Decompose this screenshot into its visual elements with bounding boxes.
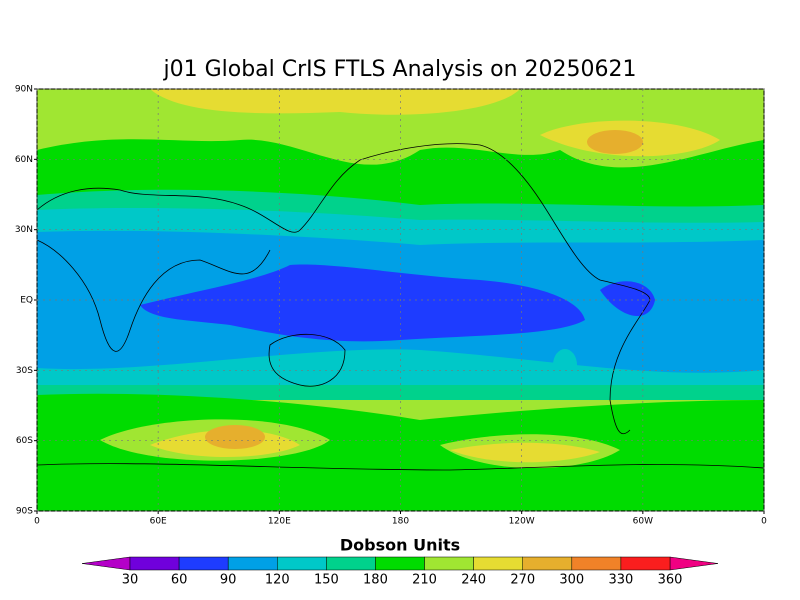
x-tick-label: 180 [392, 517, 409, 527]
field-patch [205, 425, 265, 449]
field-core [600, 281, 655, 317]
colorbar-segment [424, 556, 474, 571]
map-field [37, 89, 764, 511]
y-tick-label: 90S [16, 507, 33, 517]
coastline [36, 239, 271, 352]
colorbar-segment [571, 556, 622, 571]
x-tick-label: 120W [509, 517, 535, 527]
colorbar-tick-label: 360 [658, 573, 683, 588]
colorbar-segment [326, 556, 376, 571]
coastline [268, 333, 346, 387]
colorbar-tick-label: 270 [510, 573, 535, 588]
colorbar-tick-label: 90 [220, 573, 237, 588]
colorbar-tick-label: 150 [314, 573, 339, 588]
colorbar-segment [227, 556, 278, 571]
colorbar-tick-label: 180 [363, 573, 388, 588]
x-tick-label: 0 [761, 517, 767, 527]
coastlines [36, 143, 765, 471]
field-patch [450, 442, 600, 463]
colorbar-label: Dobson Units [340, 536, 460, 555]
y-tick-label: 60S [16, 436, 33, 446]
colorbar-tick-label: 60 [171, 573, 188, 588]
x-tick-label: 60W [633, 517, 653, 527]
colorbar-segment [178, 556, 229, 571]
colorbar-segment [375, 556, 425, 571]
colorbar-segment [473, 556, 523, 571]
field-patch [150, 89, 520, 115]
y-tick-label: 90N [15, 85, 33, 95]
field-patch [587, 130, 643, 154]
field-patch [553, 349, 577, 381]
colorbar-segment [277, 556, 327, 571]
colorbar-tick-label: 120 [265, 573, 290, 588]
y-tick-label: 30S [16, 366, 33, 376]
x-tick-label: 120E [268, 517, 291, 527]
coastline [36, 463, 765, 471]
colorbar-segment [522, 556, 573, 571]
colorbar-extend [669, 556, 719, 571]
y-tick-label: 30N [15, 225, 33, 235]
y-tick-label: EQ [20, 296, 33, 306]
field-band [37, 464, 764, 511]
colorbar-segment [620, 556, 671, 571]
x-tick-label: 0 [34, 517, 40, 527]
field-core [140, 264, 585, 342]
x-tick-label: 60E [150, 517, 167, 527]
colorbar-segment [129, 556, 180, 571]
chart-title: j01 Global CrIS FTLS Analysis on 2025062… [162, 57, 636, 82]
colorbar-tick-label: 210 [412, 573, 437, 588]
colorbar-extend [81, 556, 131, 571]
colorbar-tick-label: 30 [122, 573, 139, 588]
colorbar-tick-label: 240 [461, 573, 486, 588]
colorbar-tick-label: 330 [608, 573, 633, 588]
colorbar-tick-label: 300 [559, 573, 584, 588]
coastline [36, 143, 651, 435]
y-tick-label: 60N [15, 155, 33, 165]
